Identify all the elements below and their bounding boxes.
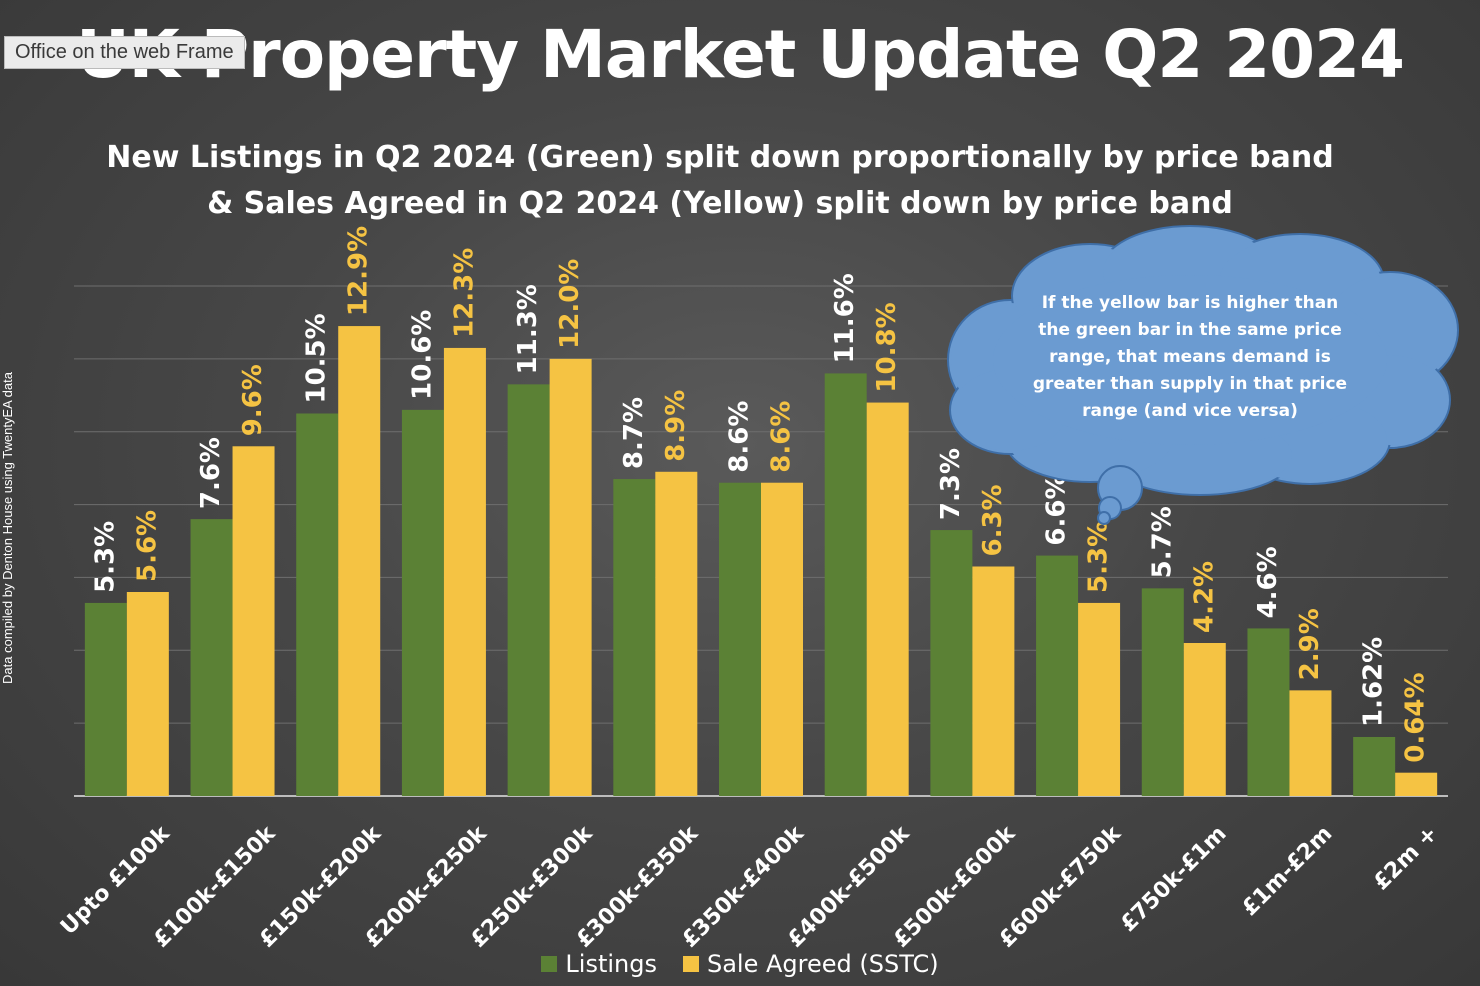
legend-item-sale-agreed: Sale Agreed (SSTC) <box>682 950 939 978</box>
x-tick-label: £1m-£2m <box>1237 821 1337 921</box>
bar-listings <box>1247 628 1290 796</box>
bar-sale-agreed <box>1289 690 1332 796</box>
bars <box>84 326 1438 796</box>
callout-cloud-fill <box>993 275 1387 445</box>
x-tick-label: £2m + <box>1369 821 1443 895</box>
bar-sale-agreed <box>972 566 1015 796</box>
data-label-sale-agreed: 5.6% <box>132 510 162 582</box>
legend-swatch-listings <box>541 956 558 972</box>
data-label-sale-agreed: 6.3% <box>978 484 1008 556</box>
bar-listings <box>1141 588 1184 796</box>
bar-sale-agreed <box>1183 643 1226 796</box>
bar-listings <box>1353 736 1396 796</box>
bar-sale-agreed <box>866 402 909 796</box>
bar-listings <box>824 373 867 796</box>
data-label-listings: 6.6% <box>1042 473 1072 545</box>
data-label-listings: 5.3% <box>90 521 120 593</box>
callout-text: If the yellow bar is higher than the gre… <box>1032 293 1348 421</box>
callout-bubble-small <box>1097 511 1111 525</box>
legend: Listings Sale Agreed (SSTC) <box>0 950 1480 978</box>
data-label-sale-agreed: 2.9% <box>1295 608 1325 680</box>
bar-listings <box>190 519 233 796</box>
data-label-sale-agreed: 0.64% <box>1401 672 1431 762</box>
data-label-listings: 8.6% <box>725 401 755 473</box>
data-label-sale-agreed: 4.2% <box>1189 561 1219 633</box>
data-label-listings: 11.6% <box>830 273 860 363</box>
data-label-listings: 5.7% <box>1147 506 1177 578</box>
bar-sale-agreed <box>232 446 275 796</box>
bar-sale-agreed <box>443 347 486 796</box>
legend-swatch-sale-agreed <box>682 956 699 972</box>
bar-listings <box>296 413 339 796</box>
chart-subtitle-line-1: New Listings in Q2 2024 (Green) split do… <box>106 140 1334 175</box>
data-label-listings: 7.3% <box>936 448 966 520</box>
data-label-listings: 4.6% <box>1253 546 1283 618</box>
chart-subtitle-line-2: & Sales Agreed in Q2 2024 (Yellow) split… <box>207 186 1233 221</box>
data-label-sale-agreed: 12.0% <box>555 259 585 349</box>
bar-listings <box>1036 555 1079 796</box>
bar-sale-agreed <box>761 482 803 796</box>
bar-listings <box>84 602 127 796</box>
bar-listings <box>613 479 656 796</box>
thought-bubble-callout <box>947 225 1459 525</box>
bar-sale-agreed <box>549 358 592 796</box>
chart-title: UK Property Market Update Q2 2024 <box>76 16 1405 93</box>
data-label-listings: 7.6% <box>196 437 226 509</box>
bar-sale-agreed <box>1395 772 1438 796</box>
data-label-sale-agreed: 12.3% <box>449 248 479 338</box>
bar-listings <box>930 530 973 796</box>
data-label-listings: 10.5% <box>302 313 332 403</box>
data-label-sale-agreed: 9.6% <box>238 364 268 436</box>
data-label-sale-agreed: 12.9% <box>344 226 374 316</box>
legend-label-listings: Listings <box>565 950 657 978</box>
data-labels: 5.3% 5.6% 7.6% 9.6% 10.5% 12.9% 10.6% 12.3% 11.3… <box>90 226 1430 763</box>
data-label-listings: 11.3% <box>513 284 543 374</box>
bar-sale-agreed <box>1078 602 1121 796</box>
bar-listings <box>507 384 550 796</box>
data-label-sale-agreed: 8.6% <box>767 401 797 473</box>
data-label-listings: 8.7% <box>619 397 649 469</box>
data-label-listings: 10.6% <box>407 310 437 400</box>
legend-item-listings: Listings <box>541 950 657 978</box>
x-tick-label: £750k-£1m <box>1116 821 1232 937</box>
bar-listings <box>719 482 761 796</box>
data-label-listings: 1.62% <box>1359 637 1389 727</box>
x-tick-labels: Upto £100k£100k-£150k£150k-£200k£200k-£2… <box>56 820 1443 952</box>
bar-sale-agreed <box>126 592 169 796</box>
bar-sale-agreed <box>655 471 698 796</box>
data-label-sale-agreed: 8.9% <box>661 390 691 462</box>
bar-sale-agreed <box>338 326 381 796</box>
data-label-sale-agreed: 5.3% <box>1084 521 1114 593</box>
legend-label-sale-agreed: Sale Agreed (SSTC) <box>706 950 939 978</box>
x-tick-label: Upto £100k <box>56 820 176 940</box>
data-label-sale-agreed: 10.8% <box>872 302 902 392</box>
bar-listings <box>401 409 444 796</box>
frame-tooltip: Office on the web Frame <box>4 36 245 69</box>
